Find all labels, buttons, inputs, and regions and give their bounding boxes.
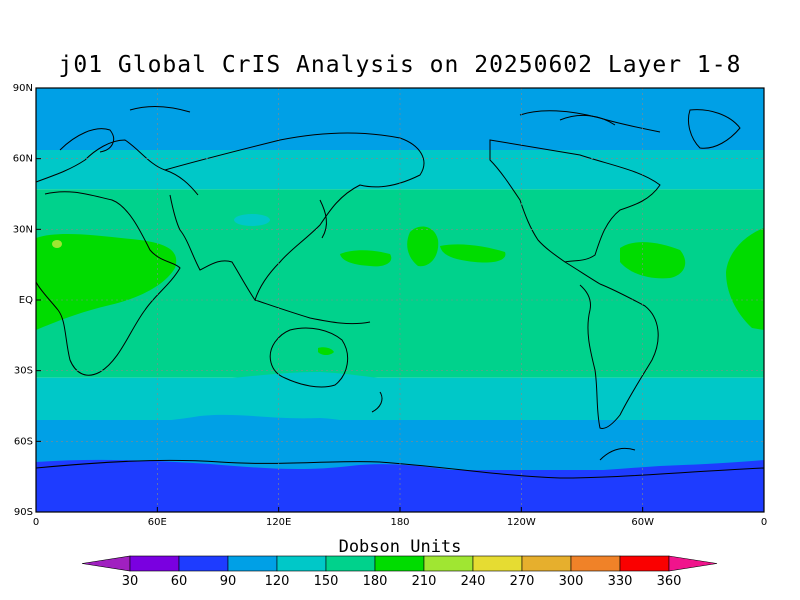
- colorbar-segment: [227, 555, 278, 572]
- low-patch-asia: [234, 214, 270, 226]
- lat-label: EQ: [19, 295, 33, 306]
- lon-label: 60E: [148, 517, 167, 528]
- colorbar-segment: [374, 555, 425, 572]
- lon-label: 120E: [266, 517, 291, 528]
- colorbar-tick-label: 300: [559, 574, 584, 589]
- longitude-labels: 0 60E 120E 180 120W 60W 0: [33, 507, 767, 528]
- lat-label: 30S: [14, 366, 33, 377]
- colorbar-segment: [570, 555, 621, 572]
- lon-label: 0: [33, 517, 39, 528]
- lon-label: 180: [390, 517, 409, 528]
- colorbar-tick-label: 90: [220, 574, 237, 589]
- colorbar-segment: [521, 555, 572, 572]
- lat-label: 30N: [13, 224, 33, 235]
- colorbar-high-arrow: [668, 555, 718, 572]
- lon-label: 60W: [631, 517, 654, 528]
- grid-lines: [36, 88, 764, 512]
- colorbar-tick-label: 240: [461, 574, 486, 589]
- lon-label: 120W: [507, 517, 536, 528]
- lat-label: 90N: [13, 83, 33, 94]
- colorbar-low-arrow: [81, 555, 131, 572]
- lat-label: 60S: [14, 436, 33, 447]
- colorbar-tick-label: 120: [265, 574, 290, 589]
- chart-title: j01 Global CrIS Analysis on 20250602 Lay…: [58, 52, 742, 78]
- colorbar-tick-label: 180: [363, 574, 388, 589]
- lat-label: 90S: [14, 507, 33, 518]
- southern-ring-edge: [36, 414, 764, 470]
- colorbar-tick-label: 150: [314, 574, 339, 589]
- colorbar-segment: [178, 555, 229, 572]
- colorbar-tick-label: 30: [122, 574, 139, 589]
- high-ozone-patches: [36, 226, 764, 355]
- colorbar-title: Dobson Units: [338, 537, 462, 557]
- coastlines: [36, 105, 764, 479]
- lon-label: 0: [761, 517, 767, 528]
- colorbar-tick-label: 330: [608, 574, 633, 589]
- latitude-labels: 90N 60N 30N EQ 30S 60S 90S: [13, 83, 41, 518]
- colorbar-segment: [276, 555, 327, 572]
- colorbar: 30 60 90 120 150 180 210 240 270 300 330 360: [81, 555, 718, 589]
- peak-patch: [52, 240, 62, 248]
- colorbar-segment: [472, 555, 523, 572]
- colorbar-segment: [325, 555, 376, 572]
- colorbar-tick-label: 270: [510, 574, 535, 589]
- midlat-south-edge: [36, 372, 764, 420]
- colorbar-segment: [619, 555, 670, 572]
- colorbar-segment: [129, 555, 180, 572]
- colorbar-segment: [423, 555, 474, 572]
- colorbar-tick-label: 360: [657, 574, 682, 589]
- colorbar-tick-label: 210: [412, 574, 437, 589]
- lat-label: 60N: [13, 154, 33, 165]
- colorbar-tick-label: 60: [171, 574, 188, 589]
- polar-south-edge: [36, 459, 764, 512]
